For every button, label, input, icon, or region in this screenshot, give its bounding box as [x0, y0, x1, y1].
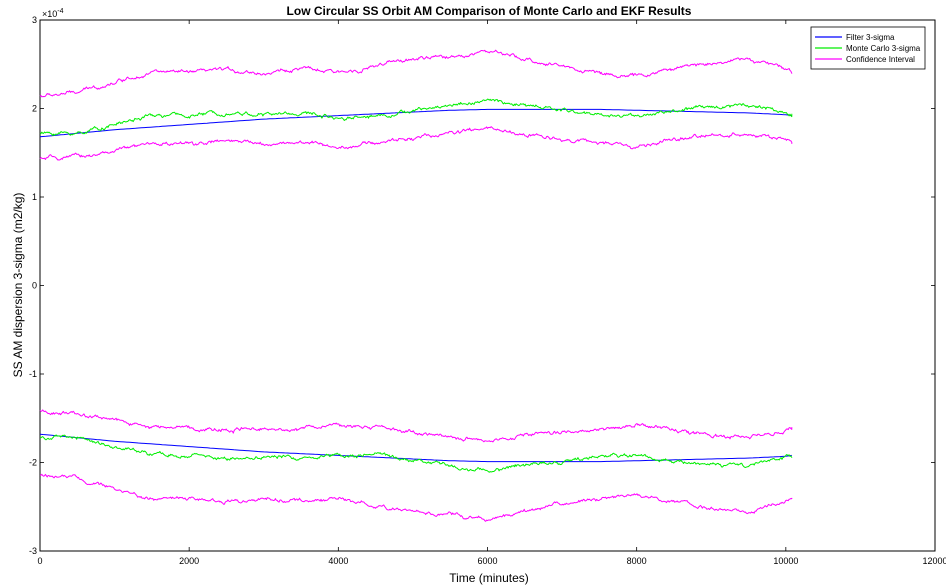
y-exponent-label: ×10-4 — [42, 8, 64, 19]
series-line-confidence-interval-6 — [39, 409, 793, 443]
y-tick-label: -3 — [29, 546, 37, 556]
y-exponent-base: ×10 — [42, 9, 57, 19]
plot-area: 0 2000 4000 6000 8000 10000 12000 -3 -2 -1 0 1 2 3 — [29, 15, 946, 566]
x-axis-label: Time (minutes) — [449, 571, 529, 585]
y-tick-label: 3 — [32, 15, 37, 25]
series-group — [39, 49, 793, 522]
legend-item-filter: Filter 3-sigma — [815, 33, 895, 42]
y-ticks: -3 -2 -1 0 1 2 3 — [29, 15, 935, 556]
chart-title: Low Circular SS Orbit AM Comparison of M… — [287, 4, 692, 18]
x-tick-label: 10000 — [773, 556, 798, 566]
series-line-confidence-interval-3 — [39, 126, 793, 161]
legend-item-confidence: Confidence Interval — [815, 55, 915, 64]
x-tick-label: 0 — [37, 556, 42, 566]
y-exponent-power: -4 — [57, 8, 63, 15]
x-tick-label: 6000 — [477, 556, 497, 566]
legend-label-monte-carlo: Monte Carlo 3-sigma — [846, 44, 921, 53]
legend-label-filter: Filter 3-sigma — [846, 33, 895, 42]
legend-item-monte-carlo: Monte Carlo 3-sigma — [815, 44, 921, 53]
series-line-confidence-interval-2 — [39, 49, 793, 98]
y-tick-label: 1 — [32, 192, 37, 202]
legend-label-confidence: Confidence Interval — [846, 55, 915, 64]
series-line-filter-3-sigma-0 — [39, 108, 792, 138]
y-tick-label: -2 — [29, 458, 37, 468]
x-tick-label: 2000 — [179, 556, 199, 566]
axes-box — [39, 19, 936, 552]
x-tick-label: 4000 — [328, 556, 348, 566]
y-tick-label: 2 — [32, 104, 37, 114]
series-line-confidence-interval-7 — [39, 473, 793, 522]
y-tick-label: -1 — [29, 369, 37, 379]
x-tick-label: 12000 — [922, 556, 946, 566]
y-tick-label: 0 — [32, 281, 37, 291]
x-tick-label: 8000 — [627, 556, 647, 566]
series-line-monte-carlo-3-sigma-5 — [40, 434, 793, 473]
series-line-monte-carlo-3-sigma-1 — [39, 98, 793, 136]
legend: Filter 3-sigma Monte Carlo 3-sigma Confi… — [810, 26, 926, 70]
x-ticks: 0 2000 4000 6000 8000 10000 12000 — [37, 20, 946, 566]
y-axis-label: SS AM dispersion 3-sigma (m2/kg) — [11, 193, 25, 378]
